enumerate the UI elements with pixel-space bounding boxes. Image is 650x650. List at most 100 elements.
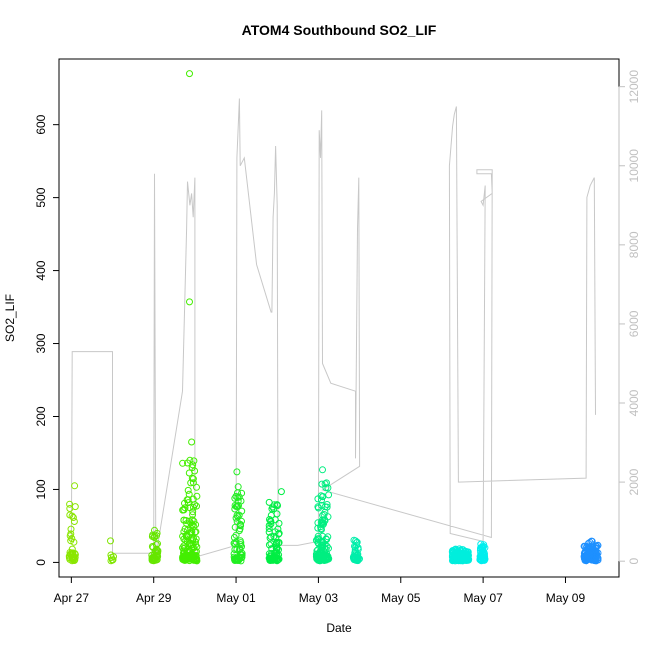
data-point (107, 537, 114, 545)
y2-tick-label: 6000 (627, 310, 641, 337)
data-point (324, 533, 332, 541)
y-tick-label: 200 (34, 406, 48, 426)
data-point (151, 555, 159, 563)
data-point (152, 548, 160, 556)
data-point (354, 554, 362, 561)
data-point (351, 547, 359, 555)
data-point (70, 518, 78, 525)
data-point (189, 479, 197, 487)
data-point (192, 528, 200, 536)
data-point (267, 533, 275, 541)
data-point (188, 528, 196, 536)
data-point (70, 557, 78, 564)
data-point (231, 494, 239, 502)
y2-axis: 0 2000 4000 6000 8000 10000 12000 (618, 70, 641, 565)
y2-tick-label: 0 (627, 558, 641, 565)
data-point (190, 503, 197, 511)
data-point (325, 491, 333, 499)
data-point (267, 511, 275, 519)
data-point (324, 513, 332, 521)
data-point (70, 538, 78, 546)
y-tick-label: 300 (34, 333, 48, 353)
data-point (179, 555, 187, 563)
data-point (275, 551, 283, 559)
data-point (265, 550, 273, 558)
data-point (265, 525, 273, 532)
data-point (69, 514, 77, 521)
data-point (318, 496, 325, 504)
y-tick-label: 400 (34, 260, 48, 280)
data-point (187, 550, 195, 558)
data-point (237, 497, 245, 505)
data-point (477, 557, 485, 565)
data-point (187, 479, 195, 487)
data-point (322, 535, 330, 543)
data-point (66, 532, 74, 540)
data-point (267, 517, 275, 525)
data-point (267, 520, 275, 528)
data-point (238, 507, 246, 515)
data-point (265, 498, 273, 506)
data-point (583, 556, 591, 564)
data-point (188, 438, 196, 446)
data-point (349, 553, 357, 561)
data-point (449, 556, 457, 564)
x-tick-label: May 07 (463, 591, 503, 605)
data-point (186, 456, 194, 464)
data-point (233, 468, 241, 476)
data-point (238, 489, 246, 497)
data-point (149, 531, 157, 539)
data-point (181, 499, 188, 507)
data-point (464, 554, 472, 562)
data-point (192, 548, 200, 556)
x-tick-label: May 03 (299, 591, 339, 605)
data-point (272, 540, 280, 548)
data-point (188, 516, 196, 524)
data-point (318, 518, 326, 526)
data-point (153, 529, 161, 537)
secondary-series (70, 98, 596, 558)
data-point (455, 550, 463, 558)
data-point (319, 493, 326, 501)
data-point (179, 506, 187, 514)
y-axis: 0 100 200 300 400 500 600 (34, 114, 60, 566)
data-point (588, 546, 596, 553)
y2-tick-label: 8000 (627, 231, 641, 258)
data-point (190, 517, 198, 525)
data-point (323, 479, 330, 487)
data-point (232, 531, 240, 539)
y-tick-label: 500 (34, 187, 48, 207)
data-point (593, 551, 601, 559)
x-tick-label: May 01 (216, 591, 256, 605)
data-point (480, 549, 488, 557)
data-point (318, 480, 326, 488)
data-point (193, 556, 201, 564)
data-point (323, 501, 331, 508)
data-point (321, 503, 329, 511)
y-tick-label: 600 (34, 114, 48, 134)
data-point (318, 541, 326, 549)
data-point (71, 482, 79, 490)
x-tick-label: Apr 29 (136, 591, 172, 605)
data-point (66, 555, 74, 563)
data-point (154, 549, 162, 557)
data-point (66, 500, 74, 508)
data-point (192, 538, 199, 546)
data-point (324, 555, 332, 563)
data-point (271, 516, 279, 524)
data-point (451, 554, 459, 562)
data-point (320, 511, 328, 518)
data-point (110, 553, 117, 561)
data-point (235, 556, 243, 564)
x-tick-label: Apr 27 (54, 591, 90, 605)
data-point (67, 525, 75, 533)
y2-tick-label: 2000 (627, 468, 641, 495)
y2-tick-label: 4000 (627, 389, 641, 416)
data-point (273, 510, 281, 518)
data-point (182, 532, 190, 540)
data-point (231, 546, 239, 554)
data-point (277, 488, 285, 496)
y2-tick-label: 12000 (627, 70, 641, 104)
data-point (480, 556, 488, 564)
data-point (184, 499, 192, 507)
